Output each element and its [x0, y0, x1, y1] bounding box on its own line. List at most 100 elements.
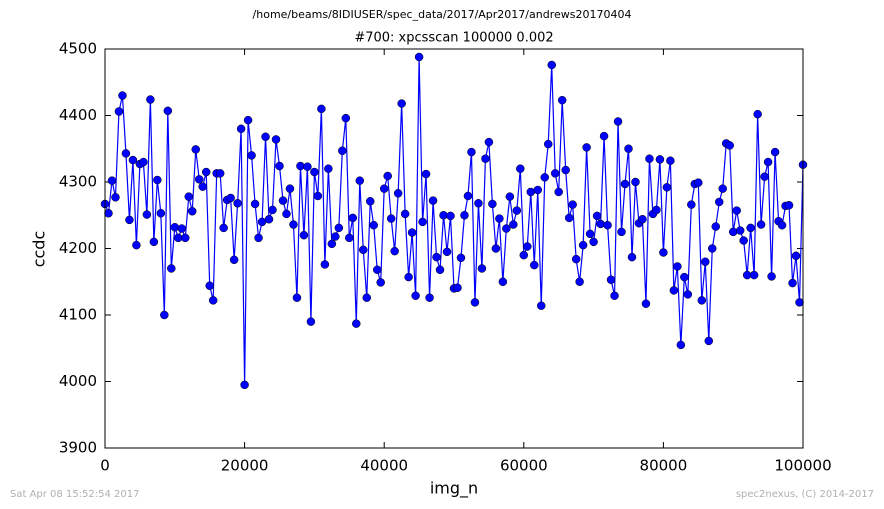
data-point	[177, 224, 187, 233]
data-point	[254, 233, 263, 243]
data-point	[418, 217, 427, 227]
data-point	[627, 252, 637, 262]
data-point	[669, 286, 679, 295]
data-point	[188, 207, 197, 216]
data-point	[205, 281, 214, 290]
data-point	[728, 227, 738, 237]
data-point	[397, 99, 406, 108]
data-point	[414, 52, 424, 62]
data-point	[128, 155, 138, 165]
data-point	[282, 209, 291, 219]
data-point	[383, 171, 392, 181]
data-point	[425, 293, 434, 302]
data-point	[610, 291, 619, 300]
data-point	[495, 214, 504, 223]
data-point	[229, 255, 239, 265]
data-point	[631, 177, 640, 187]
data-point	[194, 175, 204, 184]
data-point	[739, 236, 748, 245]
data-point	[275, 161, 284, 171]
data-point	[571, 254, 581, 264]
data-point	[526, 187, 536, 197]
data-point	[732, 206, 741, 215]
data-point	[432, 252, 441, 262]
data-point	[428, 196, 438, 205]
data-point	[589, 237, 598, 247]
data-point	[791, 251, 801, 261]
data-point	[121, 149, 131, 158]
data-point	[725, 141, 734, 150]
data-point	[386, 214, 396, 223]
data-point	[247, 151, 256, 160]
data-point	[160, 310, 169, 320]
data-point	[477, 264, 487, 273]
x-tick-label: 0	[100, 457, 110, 475]
data-point	[613, 117, 623, 126]
data-point	[114, 107, 124, 116]
data-point	[463, 191, 473, 201]
footer-date: Sat Apr 08 15:52:54 2017	[10, 489, 140, 500]
data-point	[149, 237, 159, 247]
data-point	[708, 244, 717, 253]
data-point	[442, 247, 452, 257]
data-point	[153, 175, 162, 185]
data-point	[334, 223, 344, 233]
data-point	[181, 233, 190, 243]
data-point	[191, 145, 200, 154]
data-point	[509, 220, 518, 229]
data-point	[596, 219, 605, 229]
data-point	[201, 167, 211, 177]
y-tick-label: 4500	[59, 40, 97, 58]
data-point	[694, 178, 703, 187]
x-axis-label: img_n	[430, 479, 478, 499]
chart-title: #700: xpcsscan 100000 0.002	[354, 31, 553, 46]
data-point	[411, 291, 420, 300]
data-point	[285, 184, 295, 193]
data-point	[139, 157, 148, 167]
data-point	[372, 265, 382, 275]
data-point	[749, 270, 759, 280]
data-point	[407, 228, 417, 237]
data-point	[763, 157, 773, 167]
data-point	[310, 167, 319, 177]
data-point	[306, 317, 316, 326]
data-point	[369, 220, 378, 230]
y-tick-label: 3900	[59, 439, 97, 457]
data-point	[146, 95, 155, 104]
data-point	[516, 164, 525, 173]
data-point	[550, 169, 560, 178]
data-point	[662, 183, 672, 192]
data-point	[530, 260, 539, 270]
data-point	[701, 257, 710, 267]
data-point	[355, 176, 365, 185]
data-point	[125, 215, 134, 225]
data-point	[359, 245, 368, 255]
data-point	[331, 232, 340, 241]
data-point	[673, 262, 682, 271]
data-point	[208, 296, 218, 305]
data-point	[617, 227, 626, 237]
data-point	[104, 209, 113, 218]
data-point	[327, 239, 337, 249]
data-point	[505, 192, 515, 201]
data-point	[652, 205, 661, 215]
data-point	[341, 113, 351, 123]
data-point	[240, 380, 249, 390]
data-point	[435, 265, 445, 275]
data-point	[268, 205, 277, 215]
data-point	[543, 139, 553, 149]
data-point	[470, 298, 480, 307]
data-point	[547, 60, 556, 70]
data-point	[278, 196, 288, 205]
data-point	[746, 223, 755, 233]
data-point	[198, 182, 207, 191]
data-point	[523, 242, 532, 251]
data-point	[578, 240, 588, 250]
data-point	[582, 143, 591, 152]
data-point	[163, 106, 173, 116]
data-point	[400, 209, 410, 219]
data-point	[533, 185, 543, 195]
data-point	[456, 253, 466, 263]
